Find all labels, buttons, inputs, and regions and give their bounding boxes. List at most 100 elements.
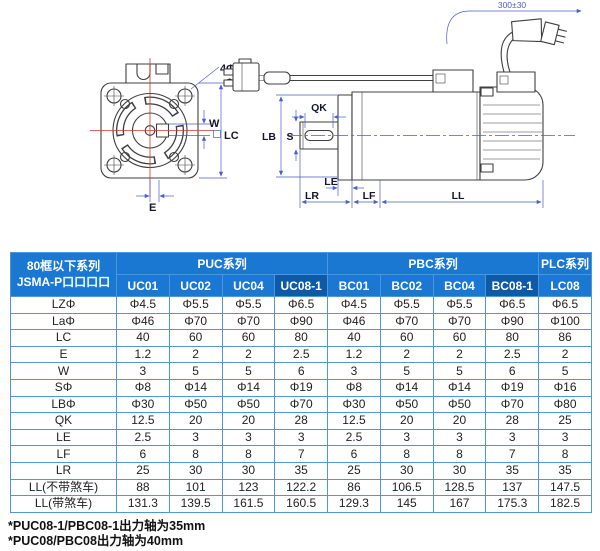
value-cell: 2.5 [274,345,329,364]
value-cell: Φ5.5 [168,296,223,314]
value-cell: 129.3 [327,495,381,513]
group-header-cell: PLC系列 [538,252,592,275]
value-cell: 30 [221,461,276,480]
value-cell: 8 [168,445,223,463]
column-header-cell: BC01 [327,274,381,297]
value-cell: 3 [485,428,540,447]
value-cell: Φ14 [432,378,487,397]
value-cell: Φ50 [379,395,434,414]
value-cell: Φ5.5 [221,296,276,314]
value-cell: 6 [327,445,381,463]
dimension-label-lc: LC [224,130,239,142]
footnotes: *PUC08-1/PBC08-1出力轴为35mm *PUC08/PBC08出力轴为… [8,519,600,550]
corner-line2: JSMA-P口口口口 [16,274,111,289]
corner-line1: 80框以下系列 [26,258,101,273]
value-cell: Φ46 [327,312,381,331]
value-cell: Φ46 [116,312,170,331]
value-cell: Φ90 [485,312,540,331]
row-label-cell: LC [10,329,117,347]
footnote: *PUC08/PBC08出力轴为40mm [8,534,184,549]
value-cell: Φ6.5 [274,296,329,314]
table-row: LZΦ Φ4.5 Φ5.5 Φ5.5 Φ6.5 Φ4.5 Φ5.5 Φ5.5 Φ6.5 Φ6.5 [10,296,592,314]
value-cell: 2 [432,345,487,364]
value-cell: Φ100 [538,312,592,331]
value-cell: Φ14 [379,378,434,397]
row-label-cell: LE [10,428,117,447]
dimension-label-e: E [149,202,156,214]
table-row: LR 25 30 30 35 25 30 30 35 35 [10,461,592,480]
value-cell: 5 [538,362,592,380]
value-cell: 3 [538,428,592,447]
motor-side-view-drawing: 300±30 LB S QK LE LR LF LL [262,0,582,208]
value-cell: 12.5 [327,412,381,430]
value-cell: Φ70 [221,312,276,331]
value-cell: 2 [379,345,434,364]
table-row: SΦ Φ8 Φ14 Φ14 Φ19 Φ8 Φ14 Φ14 Φ19 Φ16 [10,378,592,397]
value-cell: 88 [116,478,170,497]
value-cell: 5 [168,362,223,380]
value-cell: Φ14 [221,378,276,397]
value-cell: 60 [168,329,223,347]
value-cell: 3 [379,428,434,447]
value-cell: Φ30 [116,395,170,414]
table-row: E 1.2 2 2 2.5 1.2 2 2 2.5 2 [10,345,592,364]
value-cell: 8 [432,445,487,463]
row-label-cell: LL(带煞车) [10,495,117,513]
value-cell: 3 [274,428,329,447]
value-cell: Φ50 [168,395,223,414]
value-cell: Φ8 [327,378,381,397]
value-cell: Φ80 [538,395,592,414]
value-cell: 139.5 [168,495,223,513]
dimension-label-lf: LF [363,190,376,202]
value-cell: Φ50 [221,395,276,414]
value-cell: Φ19 [274,378,329,397]
value-cell: 101 [168,478,223,497]
value-cell: 20 [432,412,487,430]
row-label-cell: QK [10,412,117,430]
table-row: QK 12.5 20 20 28 12.5 20 20 28 25 [10,412,592,430]
value-cell: 20 [168,412,223,430]
value-cell: 30 [168,461,223,480]
value-cell: 3 [327,362,381,380]
value-cell: 28 [485,412,540,430]
value-cell: Φ6.5 [485,296,540,314]
value-cell: 20 [379,412,434,430]
encoder-connector-drawing [511,18,568,46]
value-cell: 30 [432,461,487,480]
value-cell: Φ6.5 [538,296,592,314]
value-cell: 5 [432,362,487,380]
row-label-cell: LF [10,445,117,463]
value-cell: 7 [274,445,329,463]
value-cell: Φ30 [327,395,381,414]
value-cell: Φ70 [432,312,487,331]
value-cell: 7 [485,445,540,463]
value-cell: 3 [116,362,170,380]
row-label-cell: LaΦ [10,312,117,331]
value-cell: 160.5 [274,495,329,513]
value-cell: Φ90 [274,312,329,331]
table-row: LL(不带煞车) 88 101 123 122.2 86 106.5 128.5 137 147.… [10,478,592,497]
value-cell: 145 [379,495,434,513]
value-cell: 28 [274,412,329,430]
value-cell: 25 [116,461,170,480]
column-header-cell: BC02 [379,274,434,297]
value-cell: 122.2 [274,478,329,497]
value-cell: 40 [327,329,381,347]
value-cell: Φ50 [432,395,487,414]
value-cell: 1.2 [327,345,381,364]
spec-table: 80框以下系列 JSMA-P口口口口 PUC系列 PBC系列 PLC系列 UC01 UC02… [10,252,592,513]
value-cell: Φ5.5 [432,296,487,314]
table-row: LL(带煞车) 131.3 139.5 161.5 160.5 129.3 145 167 17… [10,495,592,513]
value-cell: 80 [274,329,329,347]
value-cell: 2.5 [485,345,540,364]
group-header-cell: PUC系列 [115,252,329,275]
value-cell: Φ19 [485,378,540,397]
value-cell: Φ70 [379,312,434,331]
value-cell: 131.3 [116,495,170,513]
value-cell: Φ4.5 [327,296,381,314]
value-cell: Φ70 [168,312,223,331]
footnote: *PUC08-1/PBC08-1出力轴为35mm [8,518,206,533]
value-cell: 25 [327,461,381,480]
column-header-cell: UC01 [116,274,170,297]
